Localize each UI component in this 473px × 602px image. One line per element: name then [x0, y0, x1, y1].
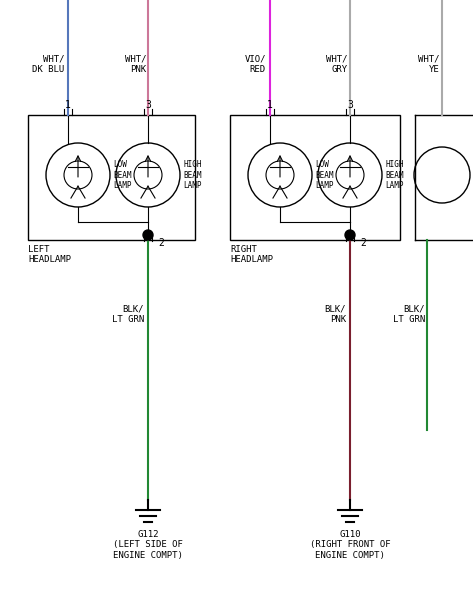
Text: G112
(LEFT SIDE OF
ENGINE COMPT): G112 (LEFT SIDE OF ENGINE COMPT)	[113, 530, 183, 560]
Text: 3: 3	[145, 100, 151, 110]
Text: VIO/
RED: VIO/ RED	[245, 55, 266, 75]
Circle shape	[345, 230, 355, 240]
Text: WHT/
GRY: WHT/ GRY	[326, 55, 348, 75]
Text: BLK/
LT GRN: BLK/ LT GRN	[112, 305, 144, 324]
Text: 2: 2	[158, 238, 164, 248]
Text: BLK/
PNK: BLK/ PNK	[324, 305, 346, 324]
Text: G110
(RIGHT FRONT OF
ENGINE COMPT): G110 (RIGHT FRONT OF ENGINE COMPT)	[310, 530, 390, 560]
Text: WHT/
YE: WHT/ YE	[419, 55, 440, 75]
Text: 2: 2	[360, 238, 366, 248]
Circle shape	[143, 230, 153, 240]
Text: LEFT
HEADLAMP: LEFT HEADLAMP	[28, 245, 71, 264]
Text: 1: 1	[65, 100, 71, 110]
Text: HIGH
BEAM
LAMP: HIGH BEAM LAMP	[385, 160, 403, 190]
Text: WHT/
DK BLU: WHT/ DK BLU	[32, 55, 64, 75]
Text: 1: 1	[267, 100, 273, 110]
Text: HIGH
BEAM
LAMP: HIGH BEAM LAMP	[183, 160, 201, 190]
Bar	[230, 115, 400, 240]
Text: RIGHT
HEADLAMP: RIGHT HEADLAMP	[230, 245, 273, 264]
Text: LOW
BEAM
LAMP: LOW BEAM LAMP	[113, 160, 131, 190]
Bar	[28, 115, 195, 240]
Text: 3: 3	[347, 100, 353, 110]
Text: BLK/
LT GRN: BLK/ LT GRN	[393, 305, 425, 324]
Text: LOW
BEAM
LAMP: LOW BEAM LAMP	[315, 160, 333, 190]
Text: WHT/
PNK: WHT/ PNK	[124, 55, 146, 75]
